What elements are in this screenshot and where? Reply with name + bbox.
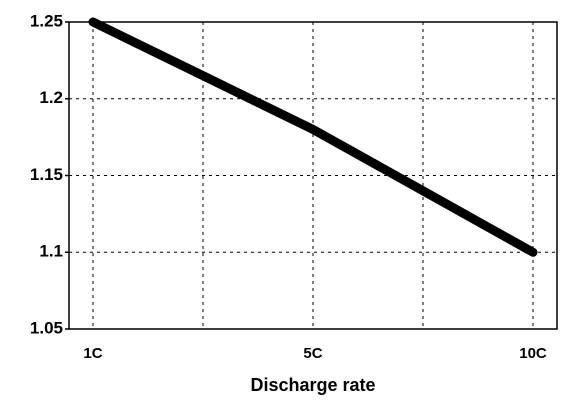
x-axis-label: Discharge rate bbox=[250, 375, 375, 395]
y-tick-label: 1.2 bbox=[39, 88, 63, 107]
data-line bbox=[88, 17, 538, 257]
x-tick-label: 5C bbox=[303, 345, 322, 362]
x-tick-label: 1C bbox=[83, 345, 102, 362]
y-tick-label: 1.25 bbox=[30, 11, 63, 30]
y-tick-label: 1.1 bbox=[39, 242, 63, 261]
y-tick-label: 1.15 bbox=[30, 165, 63, 184]
x-tick-label: 10C bbox=[519, 345, 547, 362]
y-tick-label: 1.05 bbox=[30, 318, 63, 337]
